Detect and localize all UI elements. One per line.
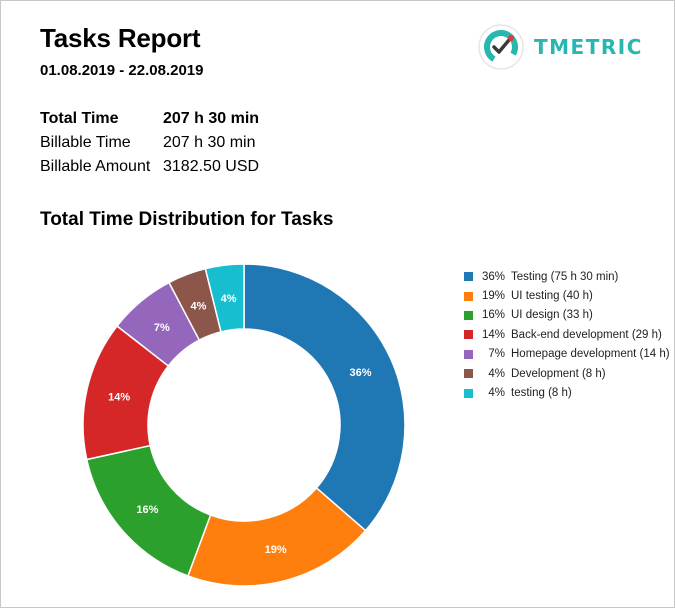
summary-table: Total Time 207 h 30 min Billable Time 20… (40, 107, 259, 179)
legend-item: 4% Development (8 h) (464, 364, 670, 383)
legend-label: Homepage development (14 h) (511, 348, 670, 361)
legend-percent: 36% (481, 270, 505, 283)
slice-data-label: 19% (265, 544, 287, 556)
legend-label: Testing (75 h 30 min) (511, 270, 619, 283)
logo-text: TMETRIC (534, 35, 643, 59)
donut-slice-testing-6 (204, 263, 245, 333)
tmetric-logo: TMETRIC (478, 24, 643, 70)
legend-percent: 19% (481, 290, 505, 303)
legend-label: UI design (33 h) (511, 309, 593, 322)
slice-data-label: 4% (221, 293, 237, 305)
report-title: Tasks Report (40, 23, 201, 53)
legend-swatch (464, 369, 473, 379)
donut-slice-testing-0 (243, 263, 406, 532)
slice-data-label: 14% (108, 392, 130, 404)
legend-swatch (464, 349, 473, 359)
summary-label: Billable Amount (40, 158, 151, 175)
summary-row-total-time: Total Time 207 h 30 min (40, 107, 259, 131)
legend-percent: 14% (481, 328, 505, 341)
summary-value: 207 h 30 min (163, 110, 260, 127)
chart-section-title: Total Time Distribution for Tasks (40, 209, 334, 230)
legend-item: 4% testing (8 h) (464, 383, 670, 402)
summary-row-billable-time: Billable Time 207 h 30 min (40, 131, 259, 155)
legend-percent: 4% (488, 387, 505, 400)
slice-data-label: 7% (154, 322, 170, 334)
legend-label: testing (8 h) (511, 387, 572, 400)
legend-label: Development (8 h) (511, 367, 606, 380)
legend-swatch (464, 291, 473, 301)
legend-swatch (464, 310, 473, 320)
legend-swatch (464, 330, 473, 340)
summary-value: 207 h 30 min (163, 134, 256, 151)
summary-value: 3182.50 USD (163, 158, 260, 175)
summary-label: Billable Time (40, 134, 131, 151)
slice-data-label: 36% (349, 367, 371, 379)
slice-data-label: 4% (191, 300, 207, 312)
legend-item: 16% UI design (33 h) (464, 306, 670, 325)
legend-percent: 7% (488, 348, 505, 361)
legend-item: 7% Homepage development (14 h) (464, 345, 670, 364)
legend-label: UI testing (40 h) (511, 290, 593, 303)
tmetric-logo-icon (478, 24, 524, 70)
legend-item: 36% Testing (75 h 30 min) (464, 267, 670, 286)
legend-swatch (464, 388, 473, 398)
legend-percent: 4% (488, 367, 505, 380)
report-period: 01.08.2019 - 22.08.2019 (40, 62, 204, 79)
legend-label: Back-end development (29 h) (511, 328, 662, 341)
legend-swatch (464, 272, 473, 282)
legend-item: 19% UI testing (40 h) (464, 286, 670, 305)
summary-label: Total Time (40, 110, 119, 127)
legend-percent: 16% (481, 309, 505, 322)
chart-legend: 36% Testing (75 h 30 min) 19% UI testing (4… (464, 267, 670, 403)
summary-row-billable-amount: Billable Amount 3182.50 USD (40, 155, 259, 179)
legend-item: 14% Back-end development (29 h) (464, 325, 670, 344)
slice-data-label: 16% (136, 504, 158, 516)
